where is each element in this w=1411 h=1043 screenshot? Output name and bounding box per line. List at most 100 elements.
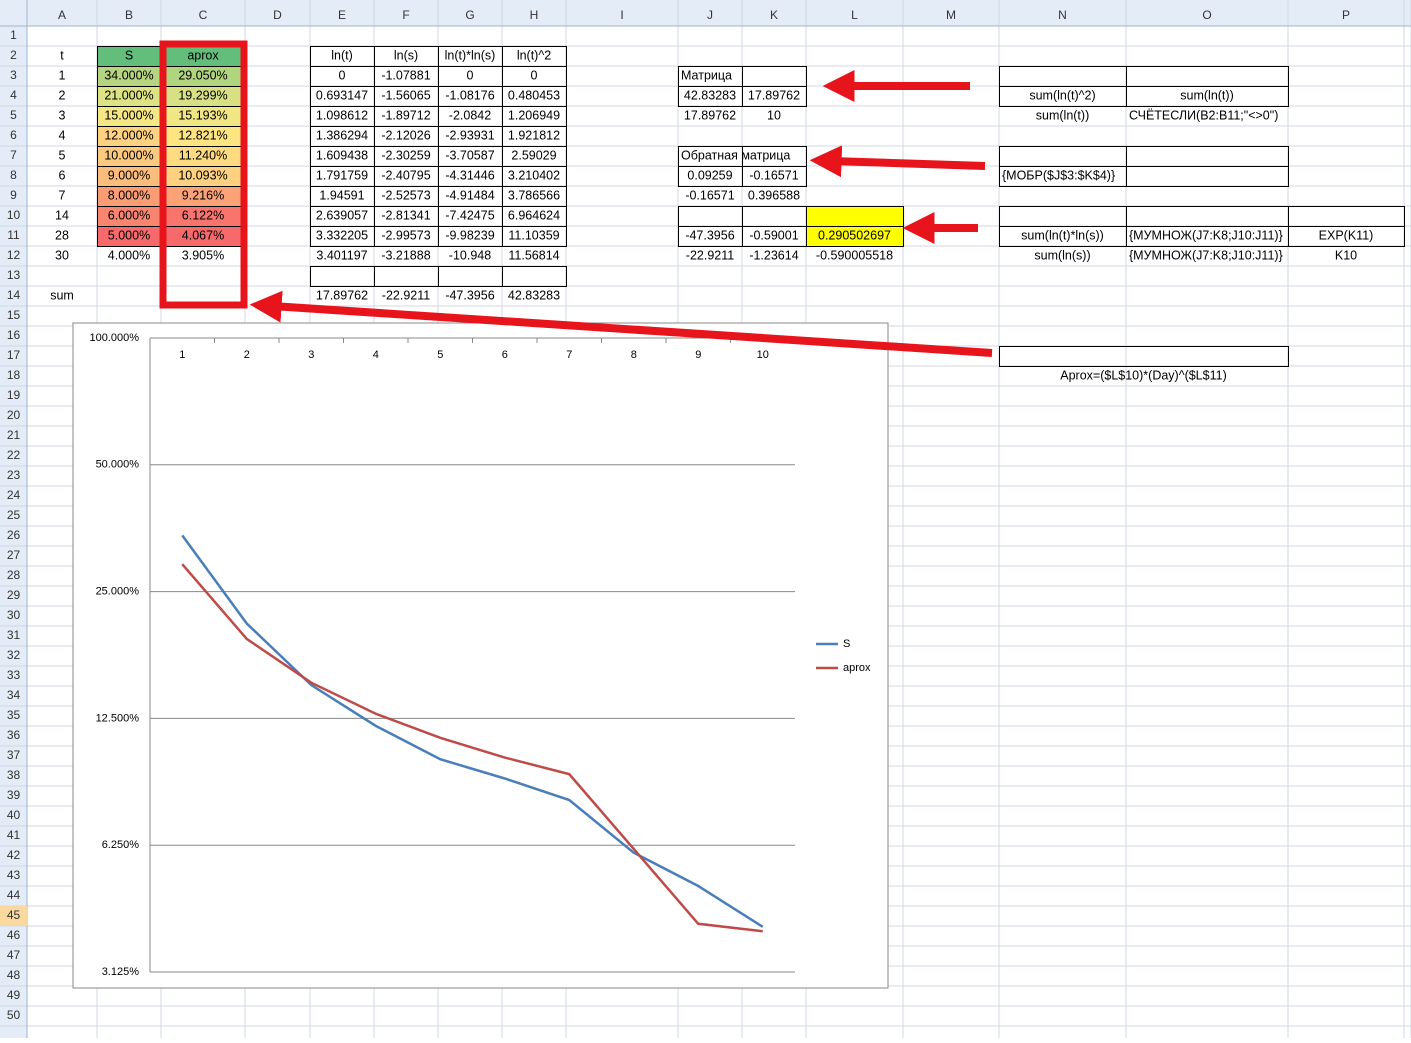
cell-text: 11.240% [179, 148, 227, 162]
row-header: 17 [7, 348, 21, 362]
highlight-box [159, 40, 248, 309]
cell-text: 21.000% [104, 88, 153, 102]
cell-border [742, 86, 807, 107]
selected-row-header [0, 906, 27, 926]
cell-text: 1.791759 [316, 168, 368, 182]
cell-text: 11.56814 [508, 248, 559, 262]
cell-border [310, 266, 375, 287]
cell-border [1126, 166, 1289, 187]
cell-text: 15.000% [104, 108, 153, 122]
cell-text: -4.91484 [445, 188, 494, 202]
column-header: M [946, 8, 956, 22]
cell-text: 9.000% [108, 168, 150, 182]
cell-text: -2.12026 [381, 128, 430, 142]
cell-border [1126, 86, 1289, 107]
chart: 3.125% 6.250% 12.500% 25.000% 50.000% 100.000… [72, 322, 889, 989]
cell-text: 4.000% [108, 248, 150, 262]
x-tick-label: 4 [373, 349, 379, 361]
cell-text: 0.693147 [316, 88, 368, 102]
column-header: B [125, 8, 133, 22]
cell-text: -9.98239 [445, 228, 494, 242]
column-header: G [465, 8, 474, 22]
row-header: 21 [7, 428, 21, 442]
cell-text: 28 [55, 228, 69, 242]
cell-text: 3.786566 [508, 188, 560, 202]
row-header: 45 [7, 908, 21, 922]
cell-text: 17.89762 [316, 288, 368, 302]
cell-text: 14 [55, 208, 69, 222]
cell-text: 3.210402 [508, 168, 560, 182]
cell-text: -4.31446 [445, 168, 494, 182]
row-header: 33 [7, 668, 21, 682]
cell-text: 12.000% [104, 128, 153, 142]
column-header: I [620, 8, 623, 22]
row-header: 25 [7, 508, 21, 522]
cell-text: 1.94591 [319, 188, 364, 202]
annotations [159, 40, 993, 357]
cell-text: 15.193% [178, 108, 227, 122]
row-header: 34 [7, 688, 21, 702]
cell-fill [97, 46, 161, 66]
cell-border [742, 206, 807, 227]
cell-text: -2.93931 [445, 128, 494, 142]
cell-fill [97, 106, 161, 126]
cell-text: 2.59029 [511, 148, 556, 162]
row-header: 49 [7, 988, 21, 1002]
row-header: 11 [7, 228, 20, 242]
column-header: A [58, 8, 66, 22]
cell-text: 7 [59, 188, 66, 202]
cell-fill [97, 166, 161, 186]
x-tick-label: 6 [502, 349, 508, 361]
column-header: L [851, 8, 858, 22]
row-header: 28 [7, 568, 21, 582]
cell-text: ln(t)*ln(s) [445, 48, 496, 62]
cell-text: -47.3956 [685, 228, 734, 242]
cell-fill [161, 86, 245, 106]
cell-text: 6 [59, 168, 66, 182]
x-tick-label: 3 [308, 349, 314, 361]
row-header: 4 [10, 88, 17, 102]
cell-text: 19.299% [178, 88, 227, 102]
cell-text: 5.000% [108, 228, 150, 242]
cell-text: Матрица [681, 68, 732, 82]
cell-border [374, 266, 439, 287]
cell-text: 1.609438 [316, 148, 368, 162]
row-header: 1 [10, 28, 17, 42]
y-tick-label: 50.000% [96, 459, 140, 471]
cell-text: 0 [467, 68, 474, 82]
row-header: 37 [7, 748, 21, 762]
cell-fill [161, 146, 245, 166]
cell-text: Aprox=($L$10)*(Day)^($L$11) [1060, 368, 1226, 382]
cell-text: -1.23614 [749, 248, 798, 262]
cell-text: 3.905% [182, 248, 224, 262]
cell-text: -10.948 [449, 248, 491, 262]
cell-text: ln(s) [394, 48, 418, 62]
cell-text: 1.921812 [508, 128, 560, 142]
cell-text: 9.216% [182, 188, 224, 202]
row-header: 32 [7, 648, 21, 662]
x-tick-label: 10 [757, 349, 769, 361]
x-tick-label: 9 [695, 349, 701, 361]
cell-fill [97, 126, 161, 146]
row-header: 35 [7, 708, 21, 722]
row-header: 3 [10, 68, 17, 82]
cell-fill [97, 206, 161, 226]
cell-text: 0.396588 [748, 188, 800, 202]
cell-border [742, 166, 807, 187]
row-header: 18 [7, 368, 21, 382]
cell-text: 17.89762 [684, 108, 736, 122]
y-tick-label: 3.125% [102, 966, 140, 978]
cell-text: -2.0842 [449, 108, 491, 122]
cell-text: 5 [59, 148, 66, 162]
row-header: 38 [7, 768, 21, 782]
row-header: 8 [10, 168, 17, 182]
row-header: 26 [7, 528, 21, 542]
row-header: 2 [10, 48, 17, 62]
cell-border [999, 346, 1289, 367]
cell-text: sum(ln(t)) [1180, 88, 1233, 102]
cell-text: 34.000% [104, 68, 153, 82]
row-header: 7 [10, 148, 17, 162]
cell-text: sum(ln(t)) [1036, 108, 1089, 122]
cell-fill [161, 46, 245, 66]
